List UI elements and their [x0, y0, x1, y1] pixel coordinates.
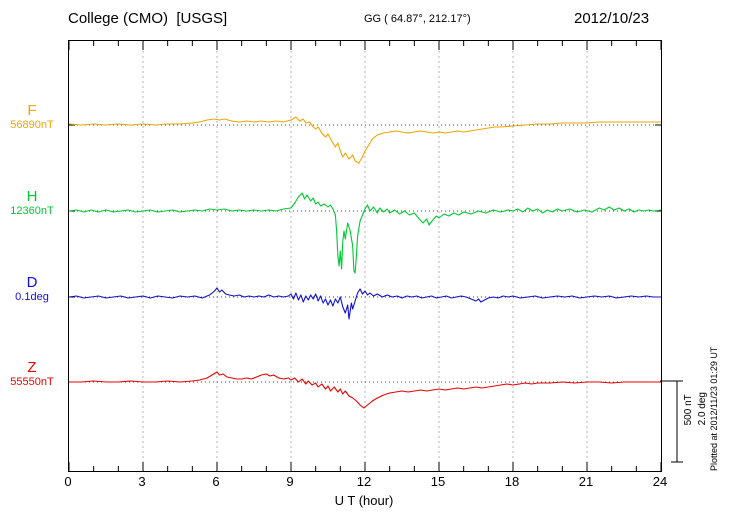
geo-coordinates: GG ( 64.87°, 212.17°) — [364, 13, 471, 25]
plot-date: 2012/10/23 — [574, 10, 650, 27]
channel-baseline-value: 0.1deg — [15, 291, 49, 303]
x-tick-label: 21 — [578, 474, 594, 489]
x-axis-title: U T (hour) — [334, 493, 394, 508]
channel-name: D — [26, 274, 38, 291]
trace-D — [69, 287, 661, 320]
plotted-timestamp: Plotted at 2012/11/23 01:29 UT — [709, 346, 719, 471]
channel-label-F: F 56890nT — [0, 102, 64, 132]
x-tick-label: 0 — [64, 474, 72, 489]
plot-area — [68, 40, 662, 472]
channel-label-D: D 0.1deg — [0, 274, 64, 304]
scale-bar — [660, 380, 683, 463]
trace-F — [69, 116, 661, 164]
scale-nt-label: 500 nT — [683, 394, 694, 426]
x-tick-label: 24 — [652, 474, 668, 489]
channel-name: F — [27, 102, 37, 119]
x-tick-label: 9 — [286, 474, 294, 489]
x-tick-label: 18 — [504, 474, 520, 489]
trace-Z — [69, 371, 661, 409]
channel-label-Z: Z 55550nT — [0, 359, 64, 389]
station-title: College (CMO) [USGS] — [68, 10, 228, 27]
channel-label-H: H 12360nT — [0, 188, 64, 218]
x-tick-label: 6 — [212, 474, 220, 489]
plot-canvas — [69, 41, 661, 471]
scale-bar-labels: 500 nT 2.0 deg — [683, 392, 708, 425]
x-tick-label: 3 — [138, 474, 146, 489]
trace-H — [69, 192, 661, 274]
channel-baseline-value: 12360nT — [10, 205, 54, 217]
scale-deg-label: 2.0 deg — [697, 392, 708, 426]
channel-name: H — [26, 188, 38, 205]
channel-name: Z — [27, 359, 37, 376]
channel-baseline-value: 55550nT — [10, 376, 54, 388]
x-tick-label: 15 — [430, 474, 446, 489]
channel-baseline-value: 56890nT — [10, 119, 54, 131]
x-tick-label: 12 — [356, 474, 372, 489]
